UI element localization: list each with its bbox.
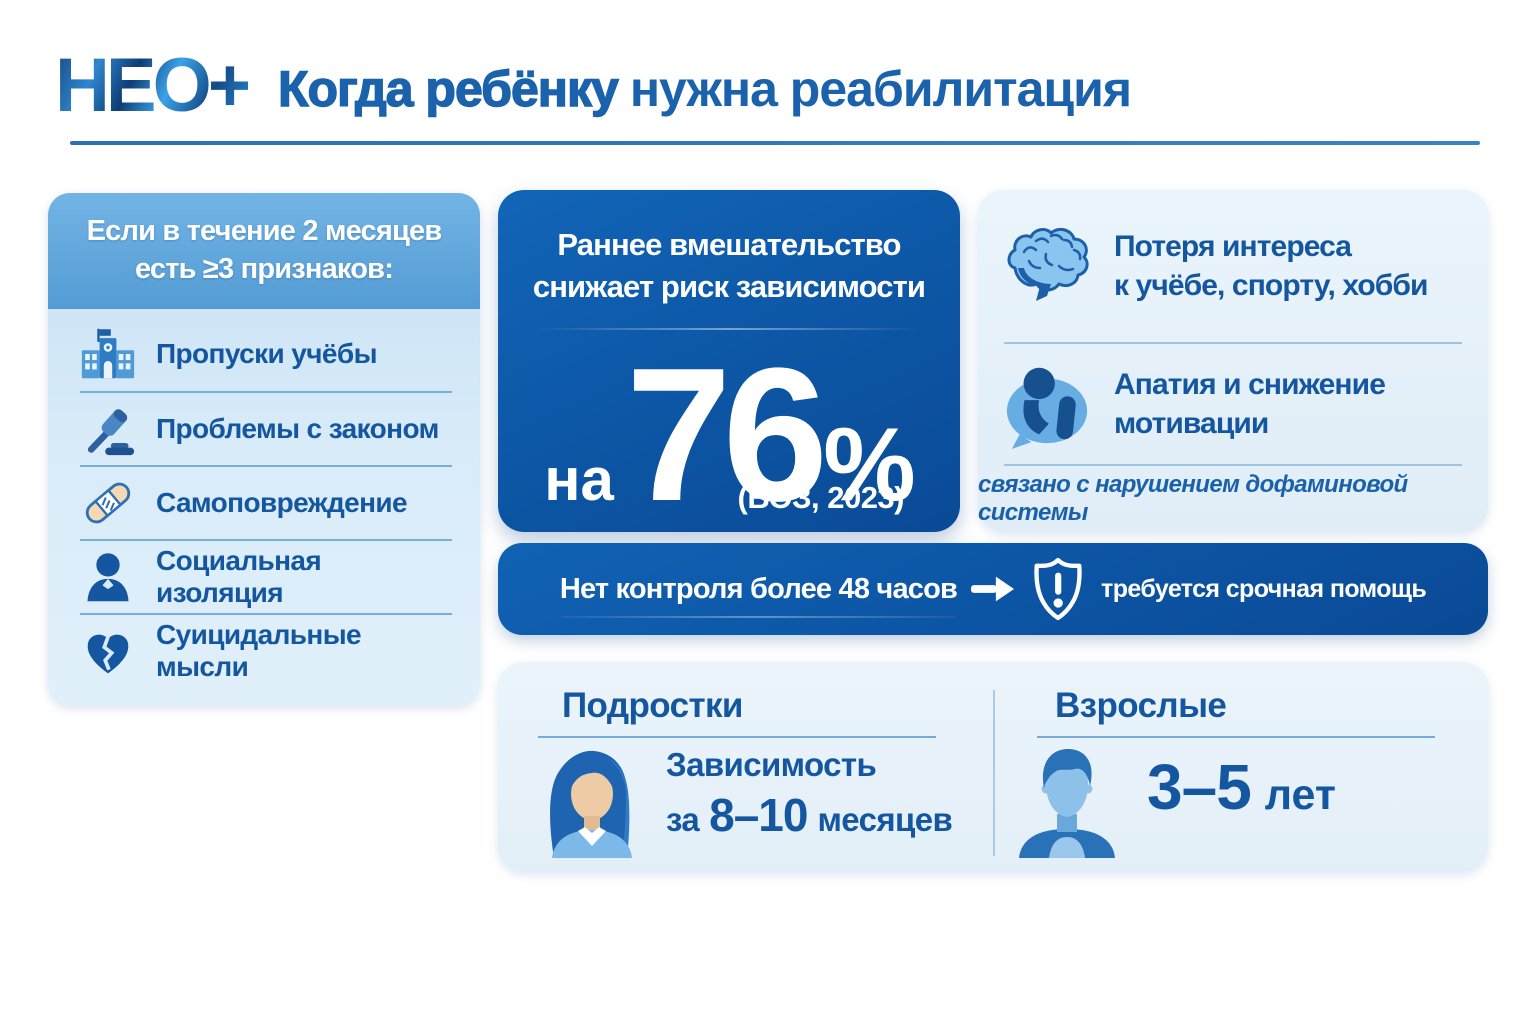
sign-label: Пропуски учёбы xyxy=(156,338,378,369)
bandage-icon xyxy=(85,482,131,524)
adults-title: Взрослые xyxy=(1055,686,1227,725)
list-item: Самоповреждение xyxy=(80,465,452,539)
signs-panel-header: Если в течение 2 месяцев есть ≥3 признак… xyxy=(48,193,480,309)
stat-heading-line1: Раннее вмешательство xyxy=(557,227,901,262)
teens-title-underline xyxy=(538,736,936,738)
alert-action: требуется срочная помощь xyxy=(1101,574,1427,603)
signs-list: Пропуски учёбы Проблемы с законом xyxy=(48,309,480,687)
dopamine-footnote: связано с нарушением дофаминовой системы xyxy=(978,471,1408,526)
teen-girl-avatar xyxy=(550,750,632,858)
list-item: Социальная изоляция xyxy=(80,539,452,613)
panel-divider xyxy=(1004,464,1462,466)
early-intervention-stat-card: Раннее вмешательство снижает риск зависи… xyxy=(498,190,960,532)
teens-suffix: месяцев xyxy=(817,801,953,838)
signs-panel: Если в течение 2 месяцев есть ≥3 признак… xyxy=(48,193,480,705)
teens-content: Зависимость за 8–10 месяцев xyxy=(538,742,993,858)
stat-value-row: на 76 % xyxy=(498,340,960,530)
apathy-icon xyxy=(1006,367,1088,449)
alert-condition: Нет контроля более 48 часов xyxy=(559,572,958,618)
symptom-line1: Потеря интереса xyxy=(1114,230,1352,263)
adults-section: Взрослые 3–5 лет xyxy=(993,662,1488,872)
teens-duration-value: 8–10 xyxy=(709,789,808,841)
symptom-text: Апатия и снижение мотивации xyxy=(1114,365,1386,443)
signs-header-line1: Если в течение 2 месяцев xyxy=(86,215,443,248)
adults-duration-value: 3–5 xyxy=(1147,751,1252,823)
person-icon xyxy=(87,553,129,602)
brain-icon xyxy=(1007,227,1089,301)
broken-heart-icon xyxy=(87,634,129,674)
stat-heading: Раннее вмешательство снижает риск зависи… xyxy=(498,190,960,308)
signs-header-line2: есть ≥3 признаков: xyxy=(134,253,394,285)
teens-title: Подростки xyxy=(562,686,743,725)
school-icon xyxy=(81,328,135,379)
symptoms-panel: Потеря интереса к учёбе, спорту, хобби А… xyxy=(978,190,1488,532)
timeline-panel: Подростки Зависимость за 8–10 месяцев xyxy=(498,662,1488,872)
adults-content: 3–5 лет xyxy=(1011,742,1488,858)
list-item: Проблемы с законом xyxy=(80,391,452,465)
stat-value: 76 xyxy=(625,328,828,541)
header-divider xyxy=(70,141,1480,145)
adults-title-underline xyxy=(1037,736,1435,738)
page-title-rest: нужна реабилитация xyxy=(629,61,1132,117)
sign-label: Суицидальные мысли xyxy=(156,619,362,682)
stat-divider xyxy=(539,327,919,330)
panel-divider xyxy=(1004,342,1462,344)
teens-prefix: за xyxy=(666,801,700,838)
list-item: Потеря интереса к учёбе, спорту, хобби xyxy=(978,190,1488,342)
teens-section: Подростки Зависимость за 8–10 месяцев xyxy=(498,662,993,872)
sign-label: Проблемы с законом xyxy=(156,413,439,444)
teens-line2: за 8–10 месяцев xyxy=(666,788,953,842)
gavel-icon xyxy=(87,409,135,456)
urgent-help-banner: Нет контроля более 48 часов требуется ср… xyxy=(498,543,1488,635)
list-item: Пропуски учёбы xyxy=(80,317,452,391)
page-title-bold: Когда ребёнку xyxy=(277,61,619,117)
adult-man-avatar xyxy=(1019,749,1115,858)
stat-prefix: на xyxy=(544,445,614,513)
shield-alert-icon xyxy=(1034,557,1082,621)
symptom-line1: Апатия и снижение xyxy=(1114,368,1386,401)
teens-line1: Зависимость xyxy=(666,746,877,783)
list-item: Суицидальные мысли xyxy=(80,613,452,687)
stat-unit: % xyxy=(823,406,915,523)
stat-heading-line2: снижает риск зависимости xyxy=(532,268,926,304)
adults-suffix: лет xyxy=(1264,771,1336,819)
stat-source: (ВОЗ, 2023) xyxy=(737,480,905,515)
panel-vertical-divider xyxy=(993,690,995,856)
sign-label: Самоповреждение xyxy=(156,487,408,518)
list-item: Апатия и снижение мотивации xyxy=(978,344,1488,464)
symptom-line2: к учёбе, спорту, хобби xyxy=(1114,269,1428,302)
teens-text: Зависимость за 8–10 месяцев xyxy=(666,746,953,842)
symptom-text: Потеря интереса к учёбе, спорту, хобби xyxy=(1114,227,1428,305)
sign-label: Социальная изоляция xyxy=(156,545,322,608)
arrow-right-icon xyxy=(971,576,1015,602)
adults-text: 3–5 лет xyxy=(1147,750,1336,824)
neo-plus-logo: НЕО+ xyxy=(55,43,252,128)
symptom-line2: мотивации xyxy=(1114,407,1269,440)
page-title: Когда ребёнку нужна реабилитация xyxy=(277,61,1132,117)
